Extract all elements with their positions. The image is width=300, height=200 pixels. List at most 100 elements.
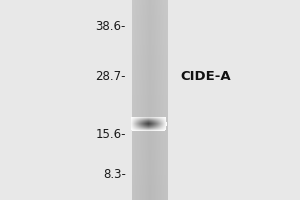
- Bar: [152, 130, 153, 131]
- Bar: [141, 120, 142, 121]
- Bar: [144, 125, 145, 126]
- Bar: [133, 124, 134, 125]
- Bar: [162, 127, 163, 128]
- Bar: [135, 128, 136, 129]
- Bar: [135, 123, 136, 124]
- Bar: [163, 127, 164, 128]
- Bar: [144, 127, 145, 128]
- Bar: [157, 128, 158, 129]
- Bar: [150, 130, 151, 131]
- Bar: [132, 95, 168, 100]
- Bar: [138, 128, 139, 129]
- Bar: [164, 123, 165, 124]
- Bar: [158, 126, 159, 127]
- Bar: [156, 118, 157, 119]
- Bar: [141, 128, 142, 129]
- Bar: [150, 121, 151, 122]
- Bar: [156, 126, 157, 127]
- Bar: [163, 0, 164, 200]
- Bar: [135, 120, 136, 121]
- Bar: [141, 0, 142, 200]
- Bar: [136, 127, 137, 128]
- Bar: [133, 123, 134, 124]
- Bar: [136, 121, 137, 122]
- Bar: [166, 125, 167, 126]
- Bar: [133, 125, 134, 126]
- Bar: [163, 121, 164, 122]
- Bar: [144, 118, 145, 119]
- Bar: [133, 127, 134, 128]
- Bar: [154, 130, 155, 131]
- Bar: [162, 125, 163, 126]
- Bar: [152, 128, 153, 129]
- Bar: [132, 115, 168, 120]
- Bar: [161, 121, 162, 122]
- Bar: [134, 118, 135, 119]
- Bar: [150, 0, 151, 200]
- Bar: [151, 120, 152, 121]
- Bar: [138, 118, 139, 119]
- Bar: [155, 119, 156, 120]
- Bar: [137, 119, 138, 120]
- Bar: [149, 0, 150, 200]
- Bar: [131, 118, 133, 119]
- Bar: [149, 123, 150, 124]
- Bar: [161, 119, 162, 120]
- Bar: [140, 118, 141, 119]
- Bar: [132, 150, 168, 155]
- Bar: [142, 0, 143, 200]
- Bar: [153, 126, 154, 127]
- Bar: [132, 145, 168, 150]
- Bar: [139, 118, 140, 119]
- Bar: [154, 129, 155, 130]
- Bar: [149, 121, 150, 122]
- Bar: [151, 127, 152, 128]
- Bar: [150, 129, 151, 130]
- Bar: [151, 124, 152, 125]
- Bar: [130, 125, 131, 126]
- Bar: [166, 0, 167, 200]
- Bar: [144, 123, 145, 124]
- Bar: [142, 125, 143, 126]
- Bar: [154, 0, 155, 200]
- Bar: [139, 126, 140, 127]
- Bar: [145, 129, 146, 130]
- Bar: [160, 0, 161, 200]
- Bar: [132, 80, 168, 85]
- Bar: [145, 128, 146, 129]
- Bar: [134, 119, 135, 120]
- Bar: [148, 121, 149, 122]
- Bar: [132, 180, 168, 185]
- Bar: [133, 130, 134, 131]
- Bar: [132, 0, 168, 5]
- Bar: [146, 129, 147, 130]
- Bar: [156, 120, 157, 121]
- Bar: [151, 122, 152, 123]
- Bar: [142, 118, 143, 119]
- Text: 8.3-: 8.3-: [103, 168, 126, 180]
- Bar: [149, 130, 150, 131]
- Bar: [148, 119, 149, 120]
- Bar: [155, 125, 156, 126]
- Bar: [132, 5, 168, 10]
- Bar: [160, 125, 161, 126]
- Bar: [141, 127, 142, 128]
- Bar: [140, 120, 141, 121]
- Bar: [147, 128, 148, 129]
- Bar: [153, 120, 154, 121]
- Bar: [139, 123, 140, 124]
- Bar: [159, 120, 160, 121]
- Bar: [152, 0, 153, 200]
- Bar: [132, 50, 168, 55]
- Bar: [164, 130, 165, 131]
- Bar: [155, 129, 156, 130]
- Bar: [149, 127, 150, 128]
- Bar: [164, 120, 165, 121]
- Bar: [159, 125, 160, 126]
- Bar: [139, 125, 140, 126]
- Bar: [153, 0, 154, 200]
- Bar: [152, 122, 153, 123]
- Bar: [162, 128, 163, 129]
- Bar: [131, 117, 133, 118]
- Bar: [139, 117, 140, 118]
